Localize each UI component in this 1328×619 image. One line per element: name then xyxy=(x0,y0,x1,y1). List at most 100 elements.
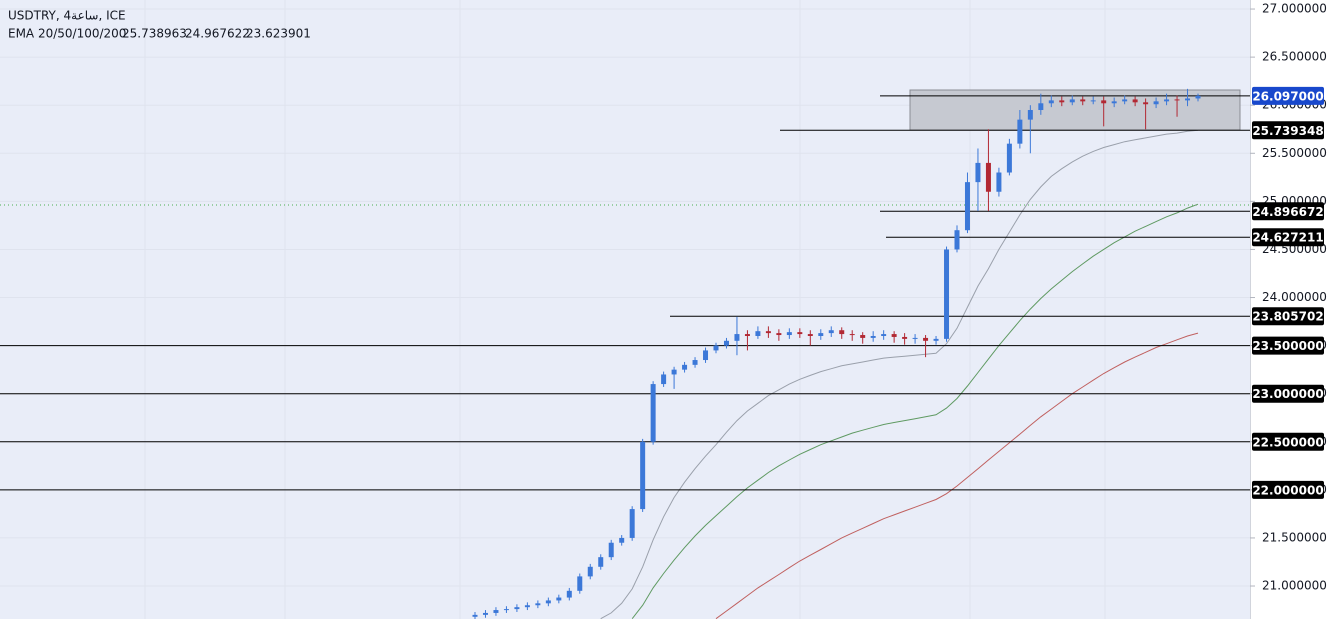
candle-body xyxy=(1080,99,1086,102)
candle-body xyxy=(912,337,918,339)
candle-body xyxy=(1111,101,1117,104)
candle-body xyxy=(807,334,813,336)
level-label-box xyxy=(1252,202,1324,221)
candle-body xyxy=(472,614,478,617)
candle-body xyxy=(786,332,792,336)
candle-body xyxy=(692,360,698,365)
candle-body xyxy=(608,542,614,558)
candle-body xyxy=(1143,102,1149,105)
candle-body xyxy=(587,566,593,577)
candle-body xyxy=(755,331,761,336)
candle-body xyxy=(1059,100,1065,103)
level-lines xyxy=(0,95,1250,491)
candle-body xyxy=(503,609,509,611)
candle-body xyxy=(1038,103,1044,111)
candle-body xyxy=(682,364,688,370)
level-label: 22.500000 xyxy=(1252,435,1323,449)
candle-body xyxy=(1069,99,1075,103)
level-label-box xyxy=(1252,121,1324,140)
candle-body xyxy=(881,334,887,336)
candle-body xyxy=(818,333,824,336)
level-label: 23.500000 xyxy=(1252,339,1323,353)
candle-body xyxy=(577,576,583,591)
candle-body xyxy=(566,590,572,598)
candle-body xyxy=(964,182,970,231)
candle-body xyxy=(1164,99,1170,102)
candle-body xyxy=(524,605,530,608)
candle-body xyxy=(1195,95,1201,99)
ema-line xyxy=(715,332,1199,619)
ema-line xyxy=(631,203,1199,619)
candle-body xyxy=(661,374,667,385)
level-label-box xyxy=(1252,228,1324,247)
candle-body xyxy=(1153,101,1159,105)
candle-body xyxy=(703,350,709,361)
level-label: 23.000000 xyxy=(1252,387,1323,401)
candle-body xyxy=(734,334,740,341)
candle-body xyxy=(1006,143,1012,173)
chart-title: USDTRY, 4ساعة, ICE xyxy=(8,9,126,23)
candle-body xyxy=(556,597,562,601)
candle-body xyxy=(1174,99,1180,101)
candle-body xyxy=(933,338,939,341)
candle-body xyxy=(482,612,488,615)
candle-body xyxy=(723,340,729,346)
candle-body xyxy=(891,334,897,337)
candle-body xyxy=(1132,99,1138,103)
y-tick-label: 26.500000 xyxy=(1262,50,1327,64)
candle-body xyxy=(985,162,991,192)
candle-body xyxy=(797,332,803,335)
candle-body xyxy=(1027,110,1033,120)
candle-body xyxy=(598,557,604,567)
candle-body xyxy=(629,509,635,538)
level-label: 24.627211 xyxy=(1252,231,1323,245)
candle-body xyxy=(923,337,929,341)
candle-body xyxy=(535,603,541,606)
candle-body xyxy=(1090,100,1096,102)
candle-body xyxy=(650,384,656,442)
candle-body xyxy=(870,335,876,338)
candles xyxy=(472,88,1201,619)
price-axis-labels: 21.000000 21.500000 22.000000 22.500000 23.0… xyxy=(1250,2,1327,593)
candle-body xyxy=(839,330,845,335)
candle-body xyxy=(1048,100,1054,104)
vertical-grid xyxy=(144,0,1106,619)
y-tick-label: 21.000000 xyxy=(1262,579,1327,593)
indicator-value: 25.738963 xyxy=(122,27,187,41)
level-label-box xyxy=(1252,307,1324,326)
level-label: 26.097000 xyxy=(1252,89,1323,103)
level-label-box xyxy=(1252,432,1324,451)
candle-body xyxy=(744,334,750,336)
candle-body xyxy=(619,537,625,543)
y-tick-label: 21.500000 xyxy=(1262,530,1327,544)
candle-body xyxy=(996,172,1002,192)
candle-body xyxy=(902,336,908,339)
indicator-label: EMA 20/50/100/200 xyxy=(8,27,126,41)
candle-body xyxy=(1122,99,1128,102)
candle-body xyxy=(776,333,782,336)
candle-body xyxy=(975,162,981,183)
level-label-box xyxy=(1252,480,1324,499)
candle-body xyxy=(765,331,771,334)
level-label: 22.000000 xyxy=(1252,483,1323,497)
level-label: 23.805702 xyxy=(1252,310,1323,324)
candle-body xyxy=(849,334,855,336)
candle-body xyxy=(545,600,551,604)
candle-body xyxy=(944,249,950,339)
level-label-box xyxy=(1252,86,1324,105)
candle-body xyxy=(1185,98,1191,101)
y-tick-label: 27.000000 xyxy=(1262,2,1327,16)
y-tick-label: 24.000000 xyxy=(1262,290,1327,304)
candle-body xyxy=(713,345,719,351)
candle-body xyxy=(514,607,520,610)
candle-body xyxy=(493,610,499,613)
candle-body xyxy=(954,230,960,250)
indicator-value: 24.967622 xyxy=(185,27,250,41)
ema-lines xyxy=(600,129,1199,619)
candle-body xyxy=(1101,100,1107,104)
indicator-value: 23.623901 xyxy=(246,27,311,41)
level-label-box xyxy=(1252,384,1324,403)
candle-body xyxy=(640,441,646,510)
ema-line xyxy=(600,129,1199,619)
